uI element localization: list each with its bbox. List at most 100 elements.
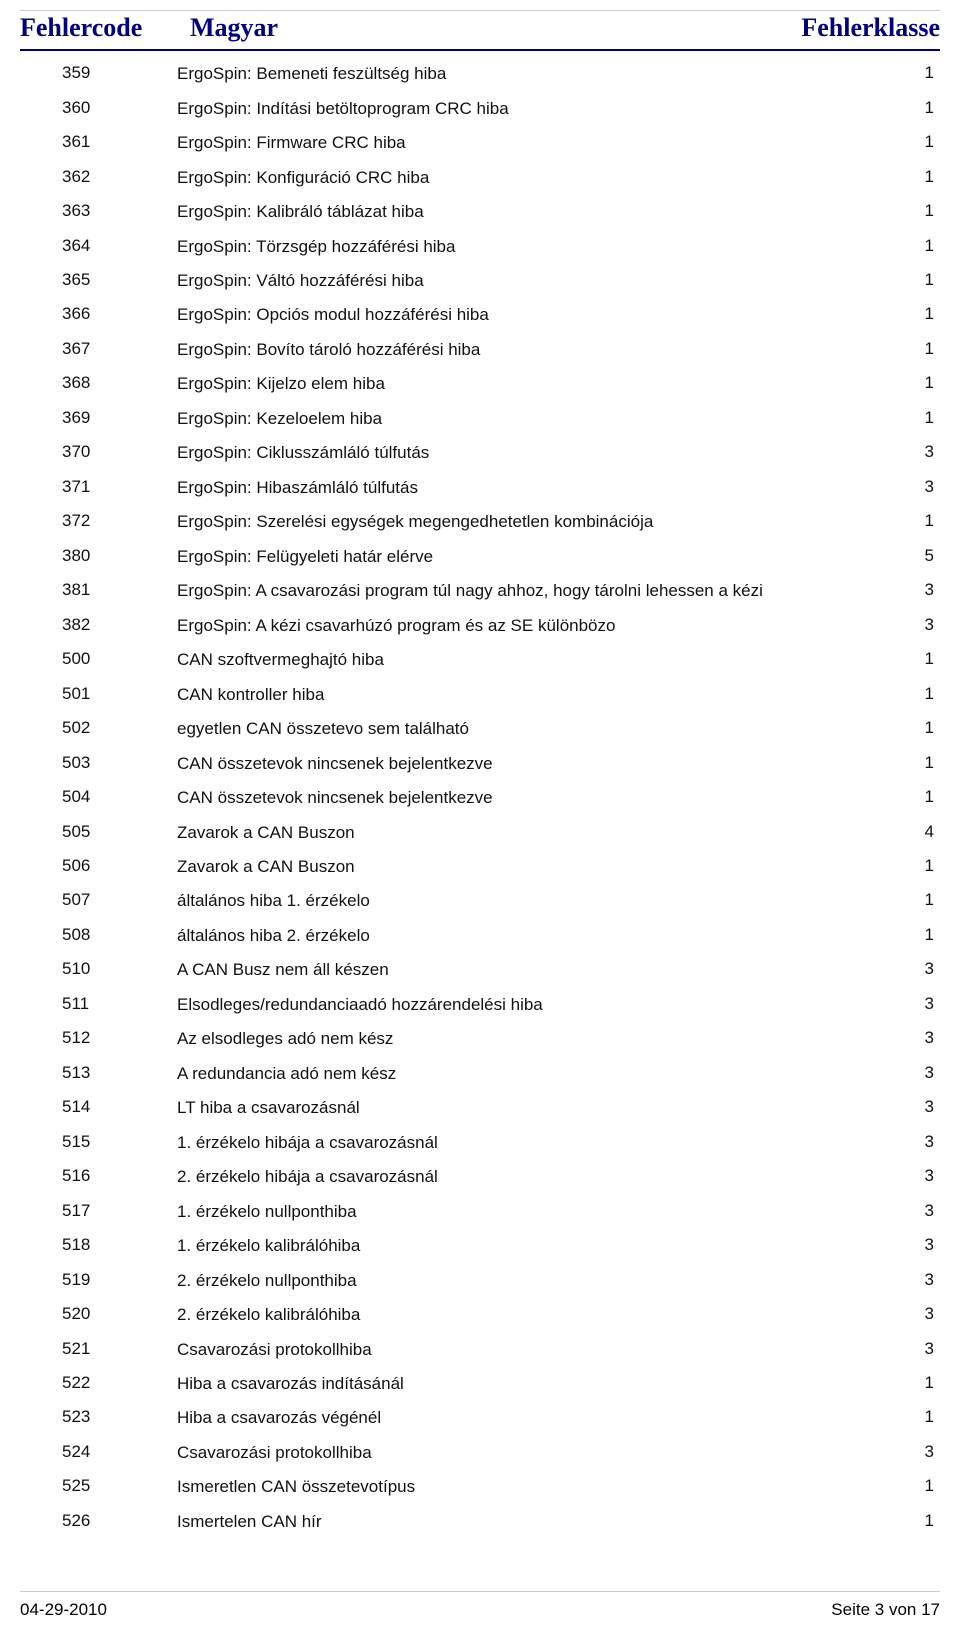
cell-class: 1 bbox=[894, 1476, 934, 1496]
cell-class: 1 bbox=[894, 1373, 934, 1393]
cell-code: 366 bbox=[62, 304, 177, 324]
cell-code: 518 bbox=[62, 1235, 177, 1255]
cell-code: 514 bbox=[62, 1097, 177, 1117]
cell-desc: 2. érzékelo hibája a csavarozásnál bbox=[177, 1166, 894, 1188]
cell-desc: ErgoSpin: Bemeneti feszültség hiba bbox=[177, 63, 894, 85]
table-row: 510A CAN Busz nem áll készen3 bbox=[62, 953, 934, 987]
header-code: Fehlercode bbox=[20, 13, 190, 43]
cell-code: 523 bbox=[62, 1407, 177, 1427]
cell-desc: ErgoSpin: Bovíto tároló hozzáférési hiba bbox=[177, 339, 894, 361]
cell-code: 517 bbox=[62, 1201, 177, 1221]
cell-code: 381 bbox=[62, 580, 177, 600]
cell-desc: Zavarok a CAN Buszon bbox=[177, 822, 894, 844]
cell-desc: 2. érzékelo nullponthiba bbox=[177, 1270, 894, 1292]
cell-desc: ErgoSpin: Ciklusszámláló túlfutás bbox=[177, 442, 894, 464]
cell-class: 3 bbox=[894, 1028, 934, 1048]
cell-class: 3 bbox=[894, 615, 934, 635]
cell-class: 1 bbox=[894, 236, 934, 256]
table-row: 361ErgoSpin: Firmware CRC hiba1 bbox=[62, 126, 934, 160]
cell-code: 504 bbox=[62, 787, 177, 807]
cell-class: 1 bbox=[894, 132, 934, 152]
cell-desc: 1. érzékelo kalibrálóhiba bbox=[177, 1235, 894, 1257]
cell-code: 510 bbox=[62, 959, 177, 979]
table-row: 5181. érzékelo kalibrálóhiba3 bbox=[62, 1229, 934, 1263]
cell-class: 1 bbox=[894, 753, 934, 773]
table-row: 512Az elsodleges adó nem kész3 bbox=[62, 1022, 934, 1056]
cell-code: 512 bbox=[62, 1028, 177, 1048]
cell-desc: CAN szoftvermeghajtó hiba bbox=[177, 649, 894, 671]
cell-code: 368 bbox=[62, 373, 177, 393]
cell-code: 370 bbox=[62, 442, 177, 462]
cell-code: 511 bbox=[62, 994, 177, 1014]
cell-desc: általános hiba 1. érzékelo bbox=[177, 890, 894, 912]
table-row: 371ErgoSpin: Hibaszámláló túlfutás3 bbox=[62, 471, 934, 505]
table-row: 365ErgoSpin: Váltó hozzáférési hiba1 bbox=[62, 264, 934, 298]
table-row: 526Ismertelen CAN hír1 bbox=[62, 1505, 934, 1539]
cell-desc: ErgoSpin: Indítási betöltoprogram CRC hi… bbox=[177, 98, 894, 120]
table-row: 362ErgoSpin: Konfiguráció CRC hiba1 bbox=[62, 160, 934, 194]
cell-code: 522 bbox=[62, 1373, 177, 1393]
cell-code: 380 bbox=[62, 546, 177, 566]
table-row: 522Hiba a csavarozás indításánál1 bbox=[62, 1367, 934, 1401]
cell-code: 364 bbox=[62, 236, 177, 256]
cell-class: 1 bbox=[894, 649, 934, 669]
cell-desc: LT hiba a csavarozásnál bbox=[177, 1097, 894, 1119]
table-row: 369ErgoSpin: Kezeloelem hiba1 bbox=[62, 402, 934, 436]
cell-class: 1 bbox=[894, 511, 934, 531]
table-row: 5202. érzékelo kalibrálóhiba3 bbox=[62, 1298, 934, 1332]
page-footer: 04-29-2010 Seite 3 von 17 bbox=[20, 1591, 940, 1620]
cell-desc: 1. érzékelo hibája a csavarozásnál bbox=[177, 1132, 894, 1154]
table-row: 382ErgoSpin: A kézi csavarhúzó program é… bbox=[62, 609, 934, 643]
cell-desc: ErgoSpin: Konfiguráció CRC hiba bbox=[177, 167, 894, 189]
cell-desc: ErgoSpin: Törzsgép hozzáférési hiba bbox=[177, 236, 894, 258]
cell-code: 382 bbox=[62, 615, 177, 635]
cell-code: 508 bbox=[62, 925, 177, 945]
cell-code: 515 bbox=[62, 1132, 177, 1152]
cell-class: 3 bbox=[894, 1339, 934, 1359]
table-row: 363ErgoSpin: Kalibráló táblázat hiba1 bbox=[62, 195, 934, 229]
cell-code: 519 bbox=[62, 1270, 177, 1290]
cell-code: 507 bbox=[62, 890, 177, 910]
cell-desc: Elsodleges/redundanciaadó hozzárendelési… bbox=[177, 994, 894, 1016]
cell-class: 3 bbox=[894, 1442, 934, 1462]
cell-desc: ErgoSpin: A kézi csavarhúzó program és a… bbox=[177, 615, 894, 637]
cell-class: 1 bbox=[894, 1407, 934, 1427]
cell-class: 1 bbox=[894, 718, 934, 738]
table-row: 523Hiba a csavarozás végénél1 bbox=[62, 1401, 934, 1435]
table-row: 521Csavarozási protokollhiba3 bbox=[62, 1332, 934, 1366]
cell-code: 360 bbox=[62, 98, 177, 118]
table-row: 381ErgoSpin: A csavarozási program túl n… bbox=[62, 574, 934, 608]
cell-class: 3 bbox=[894, 1166, 934, 1186]
cell-desc: CAN összetevok nincsenek bejelentkezve bbox=[177, 787, 894, 809]
cell-desc: Ismeretlen CAN összetevotípus bbox=[177, 1476, 894, 1498]
cell-class: 3 bbox=[894, 477, 934, 497]
cell-code: 501 bbox=[62, 684, 177, 704]
header-class: Fehlerklasse bbox=[740, 13, 940, 43]
cell-class: 3 bbox=[894, 1097, 934, 1117]
cell-class: 3 bbox=[894, 1201, 934, 1221]
cell-class: 3 bbox=[894, 959, 934, 979]
cell-code: 520 bbox=[62, 1304, 177, 1324]
cell-class: 1 bbox=[894, 925, 934, 945]
cell-class: 1 bbox=[894, 890, 934, 910]
cell-class: 1 bbox=[894, 408, 934, 428]
cell-code: 361 bbox=[62, 132, 177, 152]
cell-code: 521 bbox=[62, 1339, 177, 1359]
cell-class: 1 bbox=[894, 684, 934, 704]
cell-class: 1 bbox=[894, 787, 934, 807]
cell-desc: általános hiba 2. érzékelo bbox=[177, 925, 894, 947]
cell-desc: ErgoSpin: Opciós modul hozzáférési hiba bbox=[177, 304, 894, 326]
cell-code: 506 bbox=[62, 856, 177, 876]
cell-class: 3 bbox=[894, 1063, 934, 1083]
cell-class: 1 bbox=[894, 304, 934, 324]
cell-code: 365 bbox=[62, 270, 177, 290]
table-row: 5162. érzékelo hibája a csavarozásnál3 bbox=[62, 1160, 934, 1194]
table-row: 380ErgoSpin: Felügyeleti határ elérve5 bbox=[62, 540, 934, 574]
cell-desc: ErgoSpin: Felügyeleti határ elérve bbox=[177, 546, 894, 568]
table-header: Fehlercode Magyar Fehlerklasse bbox=[20, 10, 940, 51]
table-row: 513A redundancia adó nem kész3 bbox=[62, 1057, 934, 1091]
cell-code: 372 bbox=[62, 511, 177, 531]
table-row: 525Ismeretlen CAN összetevotípus1 bbox=[62, 1470, 934, 1504]
cell-desc: ErgoSpin: Szerelési egységek megengedhet… bbox=[177, 511, 894, 533]
cell-desc: ErgoSpin: Firmware CRC hiba bbox=[177, 132, 894, 154]
